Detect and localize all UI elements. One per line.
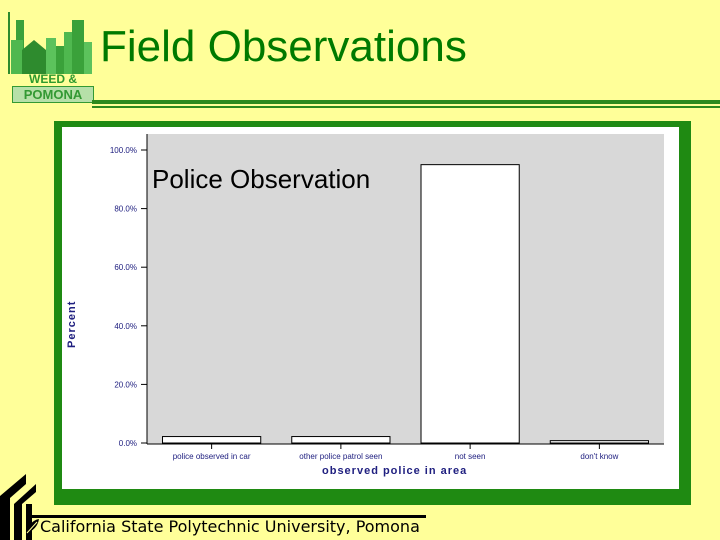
y-tick-label: 40.0% bbox=[114, 322, 137, 331]
y-tick-label: 0.0% bbox=[119, 439, 137, 448]
x-tick-label: don't know bbox=[580, 452, 618, 461]
x-tick-label: not seen bbox=[455, 452, 486, 461]
x-axis-label: observed police in area bbox=[322, 465, 468, 477]
leaf-icon bbox=[26, 519, 39, 534]
y-axis-label: Percent bbox=[66, 300, 78, 348]
footer-university-name: California State Polytechnic University,… bbox=[40, 517, 420, 536]
bar bbox=[420, 164, 520, 444]
page-title: Field Observations bbox=[100, 22, 467, 71]
skyline-icon bbox=[8, 12, 92, 74]
bar bbox=[162, 436, 262, 444]
weed-and-seed-logo: WEED & SEED POMONA bbox=[8, 12, 94, 103]
logo-line2: POMONA bbox=[12, 86, 94, 103]
y-tick-label: 60.0% bbox=[114, 263, 137, 272]
x-tick-label: police observed in car bbox=[173, 452, 251, 461]
bar bbox=[549, 440, 649, 444]
cal-poly-logo-icon bbox=[0, 474, 36, 540]
footer-divider bbox=[28, 515, 426, 518]
header-divider bbox=[92, 100, 720, 104]
chart-title: Police Observation bbox=[152, 164, 371, 194]
y-tick-label: 20.0% bbox=[114, 380, 137, 389]
x-tick-label: other police patrol seen bbox=[299, 452, 382, 461]
plot-area bbox=[147, 134, 664, 444]
y-tick-label: 100.0% bbox=[110, 146, 137, 155]
bar bbox=[291, 436, 391, 444]
y-tick-label: 80.0% bbox=[114, 205, 137, 214]
header-divider-thin bbox=[92, 106, 720, 108]
